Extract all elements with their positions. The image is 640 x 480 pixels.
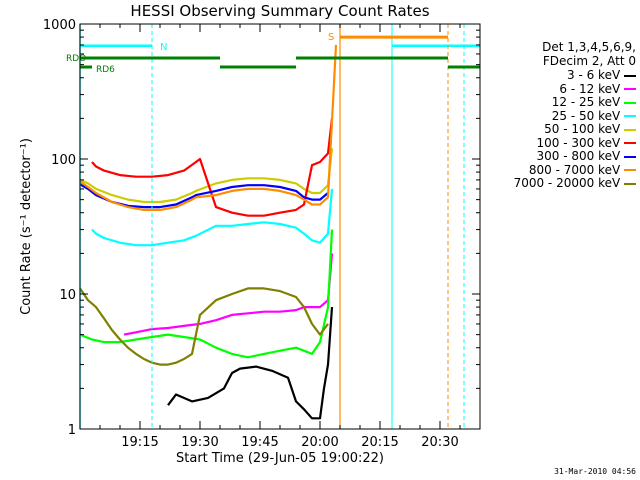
legend-entry: 50 - 100 keV [544,122,636,136]
annotation-rdo: RDO [66,54,86,64]
legend-swatch [624,155,636,158]
legend-entry-label: 3 - 6 keV [567,68,624,82]
axes-layer: 1 10 100 1000 19:15 19:30 19:45 20:00 20:15 20:30… [19,18,481,466]
chart-title: HESSI Observing Summary Count Rates [130,2,430,20]
x-tick-label: 20:30 [421,435,458,450]
legend-swatch [624,169,636,171]
x-tick-label: 19:45 [241,435,278,450]
series-line-5 [79,148,334,204]
y-tick-label: 10 [59,288,76,303]
annotation-rd6: RD6 [96,65,115,75]
legend-swatch [624,101,636,104]
x-axis-label: Start Time (29-Jun-05 19:00:22) [176,451,384,466]
legend-swatch [624,128,636,131]
legend-entry: 100 - 300 keV [536,136,636,150]
legend-entry: 3 - 6 keV [567,68,636,82]
legend-entry-label: 7000 - 20000 keV [513,176,624,190]
timestamp: 31-Mar-2010 04:56 [554,467,636,476]
legend-entry: 12 - 25 keV [552,95,636,109]
y-tick-label: 1 [68,423,76,438]
annotation-n: N [160,42,167,53]
legend-entry: 300 - 800 keV [536,149,636,163]
legend-entry: 6 - 12 keV [559,82,636,96]
legend-entry-label: 12 - 25 keV [551,95,624,109]
legend-swatch [624,88,636,90]
legend-entry: 800 - 7000 keV [529,163,636,177]
y-tick-label: 1000 [43,18,76,33]
y-axis-label: Count Rate (s⁻¹ detector⁻¹) [19,138,34,315]
series-line-8 [79,44,338,211]
plot-background [80,24,480,429]
legend-swatch [624,74,636,77]
legend-entry-label: 100 - 300 keV [536,135,624,150]
x-tick-label: 19:30 [181,435,218,450]
legend-entry-label: 25 - 50 keV [551,108,624,123]
series-line-6 [91,118,334,217]
legend-entry-label: 50 - 100 keV [544,122,624,136]
legend-entry-label: 6 - 12 keV [559,81,624,96]
series-line-9 [79,287,329,366]
annotation-s: S [328,32,334,43]
legend-entry: 7000 - 20000 keV [514,176,636,190]
series-layer [79,44,338,420]
x-tick-label: 20:15 [361,435,398,450]
legend-entry: 25 - 50 keV [552,109,636,123]
x-tick-label: 19:15 [121,435,158,450]
legend-header-line: FDecim 2, Att 0 [542,54,636,68]
series-line-4 [91,188,334,247]
y-tick-label: 100 [51,153,76,168]
legend-entry-label: 800 - 7000 keV [528,162,624,177]
series-line-1 [167,307,334,420]
legend-header-line: Det 1,3,4,5,6,9, [542,40,636,54]
x-tick-label: 20:00 [301,435,338,450]
legend-swatch [624,115,636,117]
plot-area [80,24,480,429]
legend-swatch [624,182,636,185]
legend-swatch [624,142,636,144]
legend-entry-label: 300 - 800 keV [536,149,624,163]
series-line-2 [123,253,334,336]
